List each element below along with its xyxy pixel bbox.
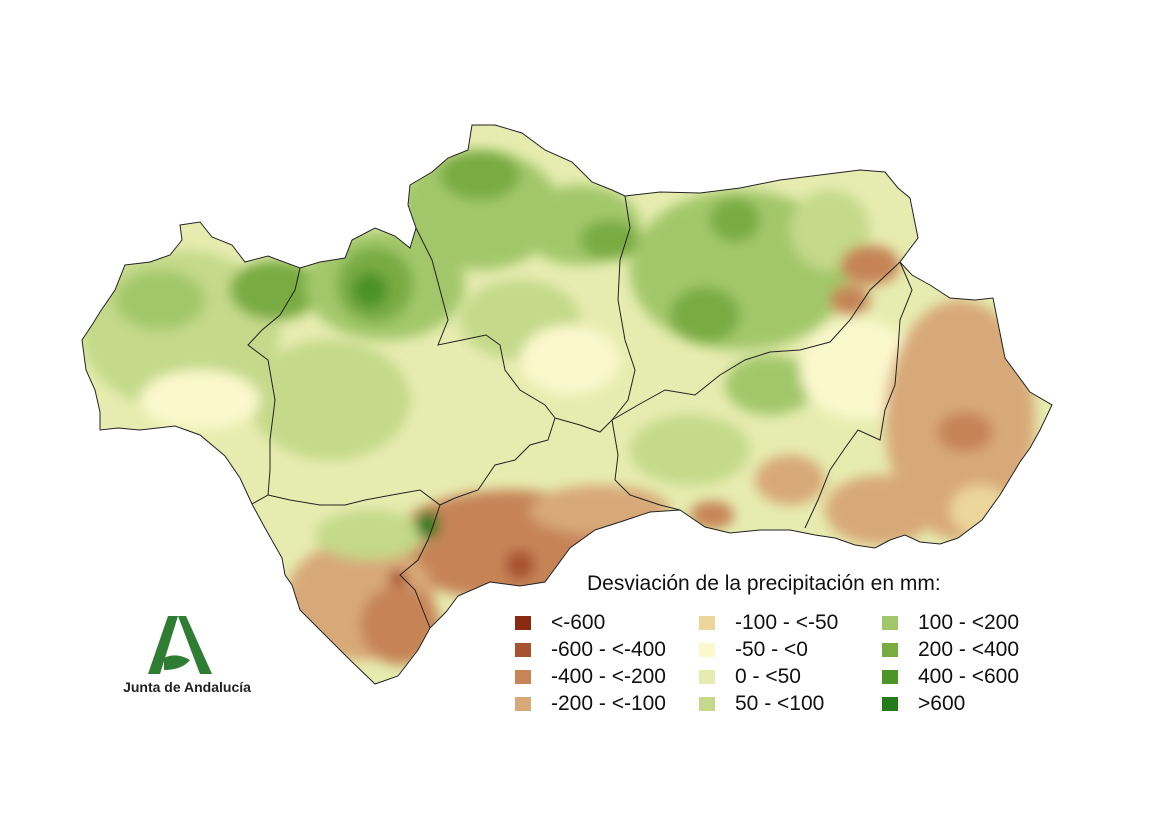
field-patch [790, 190, 870, 270]
precipitation-field [82, 150, 1035, 665]
field-patch [690, 501, 734, 529]
field-patch [825, 475, 935, 545]
legend-label: 400 - <600 [918, 664, 1020, 688]
field-patch [388, 570, 408, 586]
legend-swatch [699, 615, 715, 630]
legend-title: Desviación de la precipitación en mm: [587, 572, 941, 595]
emblem-left-stroke [148, 616, 178, 674]
legend-swatch [515, 669, 531, 684]
legend-item: 0 - <50 [699, 663, 838, 690]
legend-column-1: <-600 -600 - <-400 -400 - <-200 -200 - <-10… [515, 609, 666, 717]
field-patch [630, 415, 750, 485]
field-patch [360, 585, 440, 665]
field-patch [530, 485, 670, 535]
emblem-right-stroke [178, 616, 212, 674]
legend-item: -400 - <-200 [515, 663, 666, 690]
legend-label: -600 - <-400 [551, 637, 666, 661]
legend-swatch [515, 642, 531, 657]
legend-item: -100 - <-50 [699, 609, 838, 636]
legend-label: -200 - <-100 [551, 691, 666, 715]
legend-item: 400 - <600 [882, 663, 1019, 690]
border-sevilla-cordoba [415, 227, 556, 419]
legend-item: >600 [882, 690, 1019, 717]
border-malaga-granada [554, 417, 681, 511]
field-patch [505, 550, 535, 580]
field-patch [250, 340, 410, 460]
province-borders [81, 124, 1053, 685]
border-cadiz-malaga [399, 504, 441, 629]
field-patch [440, 150, 520, 200]
field-patch [755, 455, 825, 505]
field-patch [725, 355, 815, 415]
field-patch [315, 510, 425, 560]
andalucia-emblem-icon [148, 616, 212, 674]
field-patch [520, 325, 620, 395]
legend: Desviación de la precipitación en mm: <-… [515, 572, 1055, 722]
legend-swatch [882, 615, 898, 630]
field-patch [937, 412, 993, 452]
field-patch [416, 511, 440, 539]
legend-item: <-600 [515, 609, 666, 636]
legend-swatch [699, 696, 715, 711]
legend-item: -200 - <-100 [515, 690, 666, 717]
field-patch [140, 370, 260, 430]
legend-item: -50 - <0 [699, 636, 838, 663]
legend-label: <-600 [551, 610, 606, 634]
legend-label: 0 - <50 [735, 664, 801, 688]
field-patch [670, 287, 740, 343]
emblem-curve [164, 655, 190, 670]
legend-column-2: -100 - <-50 -50 - <0 0 - <50 50 - <100 [699, 609, 838, 717]
legend-swatch [515, 615, 531, 630]
legend-item: 200 - <400 [882, 636, 1019, 663]
junta-de-andalucia-logo: Junta de Andalucía [112, 612, 262, 702]
border-jaen-granada [611, 261, 901, 421]
legend-label: >600 [918, 691, 966, 715]
legend-label: 200 - <400 [918, 637, 1020, 661]
legend-label: -50 - <0 [735, 637, 808, 661]
border-huelva-sevilla [247, 267, 301, 505]
field-patch [352, 272, 388, 308]
logo-text: Junta de Andalucía [123, 679, 251, 695]
field-patch [830, 285, 870, 315]
legend-swatch [699, 669, 715, 684]
legend-swatch [882, 696, 898, 711]
legend-column-3: 100 - <200 200 - <400 400 - <600 >600 [882, 609, 1019, 717]
legend-swatch [882, 669, 898, 684]
border-granada-almeria [804, 261, 913, 529]
field-patch [400, 150, 560, 270]
field-patch [580, 220, 640, 260]
field-patch [840, 245, 900, 285]
field-patch [115, 270, 205, 330]
field-patch [710, 198, 760, 242]
legend-item: 100 - <200 [882, 609, 1019, 636]
legend-label: 50 - <100 [735, 691, 825, 715]
legend-swatch [515, 696, 531, 711]
legend-label: -400 - <-200 [551, 664, 666, 688]
legend-item: 50 - <100 [699, 690, 838, 717]
legend-label: 100 - <200 [918, 610, 1020, 634]
legend-swatch [699, 642, 715, 657]
legend-swatch [882, 642, 898, 657]
legend-item: -600 - <-400 [515, 636, 666, 663]
field-patch [230, 260, 320, 320]
border-cordoba-jaen [611, 195, 636, 421]
legend-label: -100 - <-50 [735, 610, 839, 634]
